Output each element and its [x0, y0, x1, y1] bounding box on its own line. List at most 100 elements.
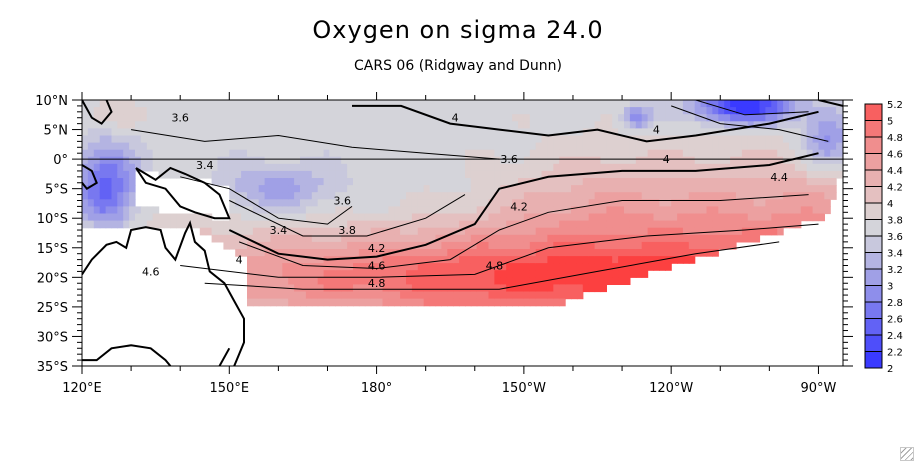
- field-cell: [447, 178, 454, 186]
- field-cell: [323, 163, 331, 172]
- resize-handle-icon[interactable]: [900, 447, 914, 461]
- field-cell: [465, 192, 472, 200]
- field-cell: [400, 256, 407, 264]
- field-cell: [411, 135, 419, 144]
- field-cell: [765, 220, 772, 229]
- field-cell: [553, 263, 560, 271]
- field-cell: [364, 156, 372, 165]
- field-cell: [235, 241, 242, 250]
- field-cell: [494, 163, 501, 172]
- field-cell: [523, 270, 531, 278]
- field-cell: [370, 114, 378, 122]
- field-cell: [506, 121, 513, 129]
- field-cell: [288, 121, 295, 129]
- field-cell: [270, 114, 277, 122]
- field-cell: [459, 135, 466, 144]
- field-cell: [87, 128, 95, 137]
- field-cell: [300, 291, 307, 300]
- field-cell: [241, 149, 248, 158]
- field-cell: [105, 156, 113, 165]
- field-cell: [641, 227, 649, 236]
- colorbar-swatch: [864, 136, 883, 154]
- field-cell: [294, 291, 301, 300]
- field-cell: [111, 135, 118, 144]
- field-cell: [252, 114, 260, 122]
- field-cell: [347, 121, 354, 129]
- field-cell: [294, 114, 301, 122]
- field-cell: [199, 170, 207, 179]
- field-cell: [400, 100, 407, 108]
- field-cell: [830, 121, 837, 129]
- field-cell: [594, 114, 602, 122]
- field-cell: [358, 291, 366, 300]
- field-cell: [482, 149, 490, 158]
- field-cell: [777, 227, 784, 236]
- field-cell: [470, 135, 478, 144]
- field-cell: [129, 213, 136, 222]
- field-cell: [547, 263, 554, 271]
- field-cell: [435, 156, 442, 165]
- field-cell: [294, 163, 301, 172]
- field-cell: [618, 135, 625, 144]
- field-cell: [712, 142, 719, 151]
- field-cell: [406, 163, 413, 172]
- field-cell: [582, 156, 590, 165]
- field-cell: [830, 192, 837, 200]
- field-cell: [500, 100, 507, 108]
- field-cell: [500, 263, 507, 271]
- field-cell: [394, 121, 401, 129]
- field-cell: [335, 291, 342, 300]
- field-cell: [765, 163, 772, 172]
- field-cell: [618, 121, 625, 129]
- field-cell: [276, 263, 283, 271]
- field-cell: [612, 277, 619, 285]
- field-cell: [818, 163, 825, 172]
- field-cell: [535, 178, 543, 186]
- field-cell: [765, 114, 772, 122]
- field-cell: [682, 234, 690, 243]
- field-cell: [753, 135, 761, 144]
- field-cell: [400, 234, 407, 243]
- field-cell: [182, 121, 189, 129]
- field-cell: [270, 220, 277, 229]
- field-cell: [547, 199, 554, 207]
- field-cell: [529, 241, 537, 250]
- field-cell: [759, 206, 766, 215]
- field-cell: [382, 178, 389, 186]
- field-cell: [382, 114, 389, 122]
- field-cell: [205, 135, 213, 144]
- field-cell: [288, 107, 295, 115]
- field-cell: [423, 100, 431, 108]
- field-cell: [594, 107, 602, 115]
- field-cell: [682, 249, 690, 257]
- field-cell: [394, 256, 401, 264]
- field-cell: [211, 121, 219, 129]
- coastline-australia-south: [82, 344, 172, 366]
- field-cell: [671, 128, 678, 137]
- field-cell: [594, 241, 602, 250]
- field-cell: [512, 114, 519, 122]
- colorbar-label: 2: [887, 364, 893, 375]
- field-cell: [93, 213, 101, 222]
- field-cell: [417, 220, 425, 229]
- field-cell: [600, 277, 607, 285]
- field-cell: [629, 163, 637, 172]
- field-cell: [199, 121, 207, 129]
- field-cell: [600, 270, 607, 278]
- field-cell: [700, 241, 708, 250]
- x-tick-label: 150°W: [502, 381, 546, 396]
- field-cell: [241, 170, 248, 179]
- field-cell: [205, 107, 213, 115]
- field-cell: [518, 220, 525, 229]
- field-cell: [294, 170, 301, 179]
- field-cell: [559, 178, 566, 186]
- field-cell: [818, 185, 825, 193]
- field-cell: [252, 206, 260, 215]
- field-cell: [747, 185, 755, 193]
- field-cell: [435, 114, 442, 122]
- field-cell: [364, 263, 372, 271]
- field-cell: [606, 100, 613, 108]
- field-cell: [783, 178, 790, 186]
- field-cell: [294, 135, 301, 144]
- field-cell: [476, 277, 484, 285]
